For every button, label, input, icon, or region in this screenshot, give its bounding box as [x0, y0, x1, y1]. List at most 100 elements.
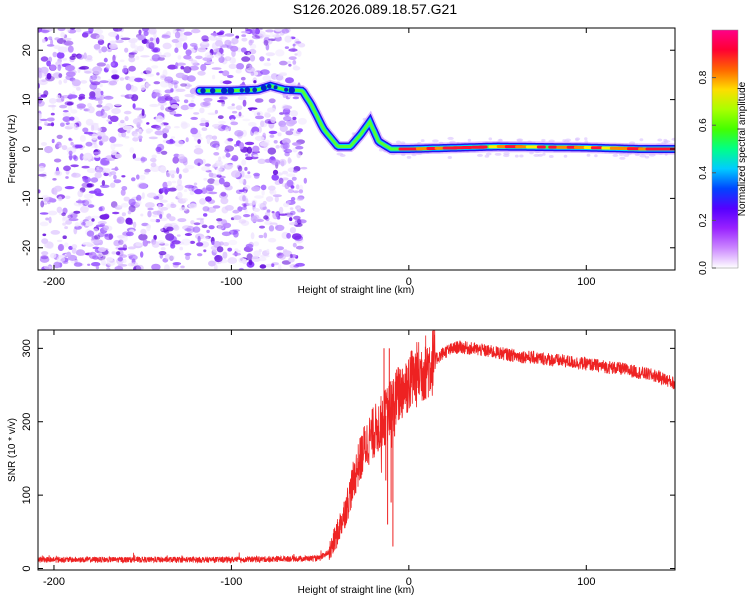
noise-speckle — [265, 52, 275, 57]
noise-speckle — [161, 34, 171, 39]
noise-speckle — [279, 124, 288, 133]
noise-speckle — [169, 255, 174, 261]
noise-speckle — [278, 73, 287, 77]
noise-speckle — [156, 72, 160, 76]
noise-speckle — [289, 222, 298, 226]
noise-speckle — [177, 218, 187, 223]
noise-speckle — [76, 86, 81, 91]
snr-y-ticks: 0 100 200 300 — [21, 339, 675, 572]
noise-speckle — [131, 177, 136, 182]
noise-speckle — [82, 127, 89, 133]
noise-speckle — [283, 148, 293, 154]
noise-speckle — [189, 65, 199, 71]
noise-speckle — [222, 80, 232, 85]
noise-speckle — [128, 254, 138, 261]
noise-speckle — [45, 217, 50, 221]
noise-speckle — [121, 203, 129, 208]
noise-speckle — [128, 39, 135, 43]
noise-speckle — [279, 60, 288, 66]
noise-speckle — [84, 70, 92, 74]
noise-speckle — [277, 264, 282, 270]
noise-speckle — [62, 37, 72, 41]
snr-line — [38, 330, 675, 564]
noise-speckle — [203, 249, 207, 253]
noise-speckle — [67, 94, 78, 99]
noise-speckle — [53, 158, 62, 163]
noise-speckle — [262, 206, 268, 210]
noise-speckle — [217, 34, 227, 38]
colorbar-tick-label: 0.2 — [698, 213, 709, 227]
noise-speckle — [86, 230, 95, 237]
noise-speckle — [66, 251, 72, 258]
noise-speckle — [202, 206, 210, 212]
noise-speckle — [200, 64, 207, 71]
noise-speckle — [196, 242, 204, 247]
noise-speckle — [201, 236, 210, 240]
noise-speckle — [91, 239, 101, 244]
noise-speckle — [267, 58, 271, 62]
noise-speckle — [164, 89, 173, 94]
noise-speckle — [103, 172, 109, 177]
noise-speckle — [69, 116, 75, 121]
noise-speckle — [41, 251, 49, 256]
noise-speckle — [259, 202, 267, 211]
noise-speckle — [193, 112, 200, 115]
noise-speckle — [170, 80, 179, 85]
noise-speckle — [203, 177, 208, 181]
noise-speckle — [61, 212, 66, 217]
noise-speckle — [215, 40, 223, 47]
noise-speckle — [243, 214, 251, 218]
noise-speckle — [180, 122, 191, 128]
noise-speckle — [119, 59, 125, 63]
noise-speckle — [68, 137, 72, 141]
noise-speckle — [62, 57, 67, 61]
noise-speckle — [235, 68, 242, 74]
noise-speckle — [41, 194, 50, 203]
noise-speckle — [241, 159, 247, 166]
noise-speckle — [189, 191, 195, 195]
noise-speckle — [56, 94, 61, 99]
noise-speckle — [217, 224, 225, 230]
noise-speckle — [207, 178, 216, 185]
noise-speckle — [176, 62, 186, 66]
noise-speckle — [281, 28, 290, 34]
noise-speckle — [269, 222, 278, 225]
noise-speckle — [235, 105, 243, 111]
noise-speckle — [93, 151, 101, 155]
noise-speckle — [286, 173, 296, 177]
spectrogram-content — [38, 28, 675, 270]
noise-speckle — [289, 207, 294, 210]
ridge-halo — [644, 155, 650, 159]
noise-speckle — [218, 156, 222, 162]
ridge-halo — [542, 152, 546, 156]
noise-speckle — [132, 103, 136, 109]
noise-speckle — [289, 217, 293, 222]
noise-speckle — [41, 142, 47, 146]
spectrogram-y-tick-label: 0 — [21, 146, 33, 152]
noise-speckle — [289, 128, 294, 131]
noise-speckle — [275, 211, 281, 218]
noise-speckle — [257, 158, 266, 164]
noise-speckle — [88, 190, 98, 194]
noise-speckle — [191, 59, 198, 65]
noise-speckle — [207, 112, 218, 116]
noise-speckle — [145, 67, 152, 75]
noise-speckle — [231, 103, 235, 106]
noise-speckle — [259, 264, 267, 269]
noise-speckle — [190, 220, 195, 225]
noise-speckle — [286, 232, 291, 239]
noise-speckle — [127, 220, 134, 225]
noise-speckle — [288, 56, 297, 60]
noise-speckle — [94, 234, 101, 240]
noise-speckle — [288, 48, 298, 52]
noise-speckle — [162, 42, 172, 50]
noise-speckle — [179, 28, 185, 32]
noise-speckle — [264, 139, 270, 144]
noise-speckle — [231, 50, 236, 57]
noise-speckle — [184, 165, 195, 170]
noise-speckle — [96, 62, 107, 67]
noise-speckle — [259, 56, 265, 62]
noise-speckle — [129, 85, 138, 92]
noise-speckle — [202, 186, 206, 194]
